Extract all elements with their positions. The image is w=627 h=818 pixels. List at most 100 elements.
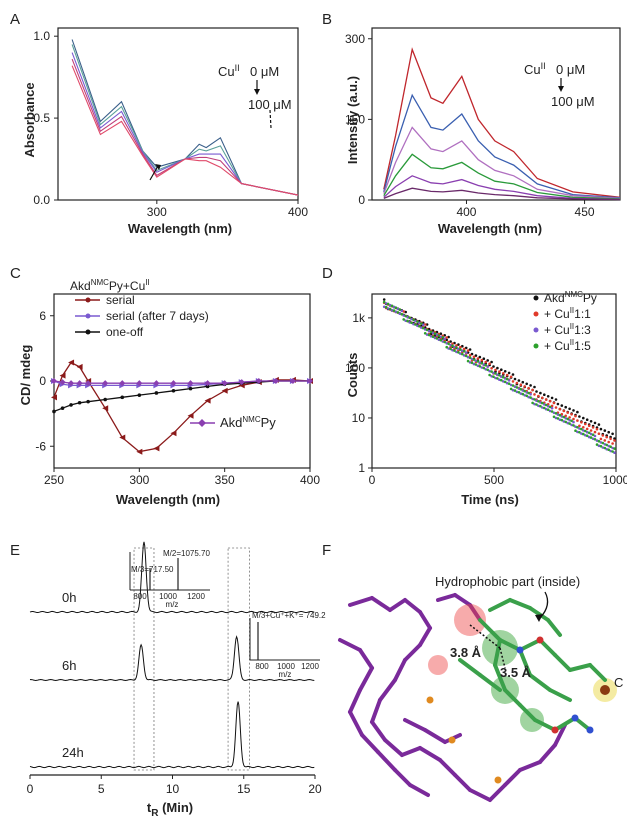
- panel-d-point: [564, 417, 567, 420]
- panel-d-point: [480, 362, 484, 365]
- panel-d-xlabel: Time (ns): [461, 492, 519, 507]
- panel-d-point: [533, 385, 536, 389]
- purple-backbone-stick: [453, 773, 472, 792]
- panel-d-point: [492, 371, 495, 375]
- panel-d-point: [386, 307, 390, 310]
- green-side-chain-stick: [568, 663, 592, 672]
- panel-d-point: [470, 352, 474, 356]
- panel-c-xtick: 400: [300, 473, 320, 487]
- panel-e-inset1-tick: 1000: [159, 592, 177, 601]
- panel-d-point: [589, 436, 593, 439]
- panel-d-point: [568, 422, 571, 425]
- panel-d-point: [558, 407, 562, 411]
- panel-d-point: [546, 403, 550, 406]
- panel-d-point: [486, 368, 490, 372]
- heteroatom: [516, 646, 524, 654]
- panel-c-point: [102, 405, 109, 412]
- panel-d: D Counts Time (ns) 1k 100 10 10 500 1000 AkdN…: [322, 265, 627, 507]
- panel-d-point: [601, 446, 605, 449]
- panel-d-point: [513, 389, 517, 392]
- panel-d-point: [511, 384, 515, 387]
- panel-d-point: [582, 429, 585, 432]
- heteroatom: [494, 776, 502, 784]
- panel-c-xlabel: Wavelength (nm): [116, 492, 220, 507]
- panel-d-point: [568, 416, 571, 419]
- panel-d-point: [570, 419, 573, 423]
- heteroatom: [586, 726, 594, 734]
- panel-d-point: [398, 312, 402, 316]
- panel-d-point: [546, 395, 550, 398]
- panel-d-point: [566, 417, 569, 421]
- panel-b-series-line: [383, 126, 621, 200]
- purple-backbone-stick: [503, 768, 522, 787]
- panel-f: F Hydrophobic part (inside) 3.8 Å 3.5 Å …: [322, 542, 623, 802]
- panel-d-point: [539, 391, 542, 395]
- purple-backbone-stick: [553, 723, 567, 747]
- panel-d-point: [406, 316, 409, 319]
- panel-d-point: [562, 409, 566, 413]
- panel-c-point: [85, 380, 92, 387]
- green-side-chain-stick: [518, 638, 542, 652]
- panel-d-point: [554, 398, 558, 401]
- panel-d-point: [431, 335, 435, 339]
- panel-d-point: [613, 437, 616, 440]
- panel-e: E 0h 6h 24h 0 5 10 15 20 M/2=1075.70 M/3=717.50 80…: [10, 541, 326, 818]
- panel-d-axes: [371, 293, 617, 469]
- panel-d-point: [414, 323, 417, 326]
- purple-backbone-stick: [403, 718, 427, 732]
- panel-a-ion-sup: II: [235, 63, 240, 73]
- panel-e-inset-ms2: M/3+Cu⁺+K⁺= 749.2 800 1000 1200 m/z: [249, 611, 326, 679]
- green-side-chain-stick: [478, 618, 502, 642]
- panel-a-xlabel: Wavelength (nm): [128, 221, 232, 236]
- purple-backbone-stick: [403, 598, 422, 614]
- panel-d-point: [453, 347, 456, 351]
- green-side-chain-stick: [528, 673, 552, 692]
- panel-d-xtick: 0: [369, 473, 376, 487]
- panel-c-point: [51, 394, 57, 401]
- panel-d-ytick: 1: [358, 461, 365, 475]
- panel-a-axes: [57, 27, 299, 201]
- panel-d-point: [576, 419, 579, 422]
- panel-d-point: [525, 382, 528, 386]
- panel-d-point: [461, 352, 464, 356]
- panel-b-to: 100 μM: [551, 94, 595, 109]
- panel-f-dist1: 3.8 Å: [450, 645, 482, 660]
- panel-d-point: [474, 363, 478, 366]
- panel-d-point: [572, 409, 575, 412]
- panel-d-point: [572, 420, 575, 424]
- panel-d-label: D: [322, 265, 333, 282]
- panel-d-point: [523, 394, 526, 397]
- panel-e-inset1-m3: M/3=717.50: [131, 565, 174, 574]
- panel-a: A Absorbance Wavelength (nm) 0.0 0.5 1.0 30…: [10, 11, 308, 236]
- purple-backbone-stick: [400, 746, 422, 757]
- panel-d-point: [564, 420, 567, 424]
- panel-c-point: [68, 359, 75, 366]
- panel-d-point: [543, 393, 546, 397]
- panel-d-point: [382, 300, 386, 304]
- green-side-chain-stick: [588, 663, 607, 682]
- panel-a-to: 100 μM: [248, 97, 292, 112]
- panel-d-point: [537, 400, 540, 403]
- panel-d-point: [529, 384, 532, 387]
- panel-d-point: [521, 392, 525, 396]
- panel-d-point: [601, 434, 605, 437]
- panel-d-point: [597, 439, 601, 443]
- panel-a-label: A: [10, 11, 20, 28]
- panel-d-point: [560, 404, 564, 407]
- panel-d-point: [539, 404, 542, 408]
- panel-d-point: [576, 430, 579, 434]
- panel-d-point: [589, 420, 593, 423]
- panel-e-xlabel: tR (Min): [147, 800, 193, 818]
- panel-d-point: [531, 388, 534, 392]
- panel-a-xtick: 300: [147, 205, 167, 219]
- panel-d-point: [556, 402, 560, 406]
- panel-f-dist2: 3.5 Å: [500, 665, 532, 680]
- panel-c-title: AkdNMCPy+CuII: [70, 278, 150, 293]
- panel-d-point: [482, 366, 486, 370]
- panel-c-point: [154, 391, 159, 395]
- panel-d-point: [511, 373, 515, 376]
- panel-d-point: [400, 312, 404, 316]
- purple-backbone-stick: [393, 658, 407, 682]
- panel-c-point: [187, 412, 194, 419]
- panel-d-point: [580, 427, 583, 431]
